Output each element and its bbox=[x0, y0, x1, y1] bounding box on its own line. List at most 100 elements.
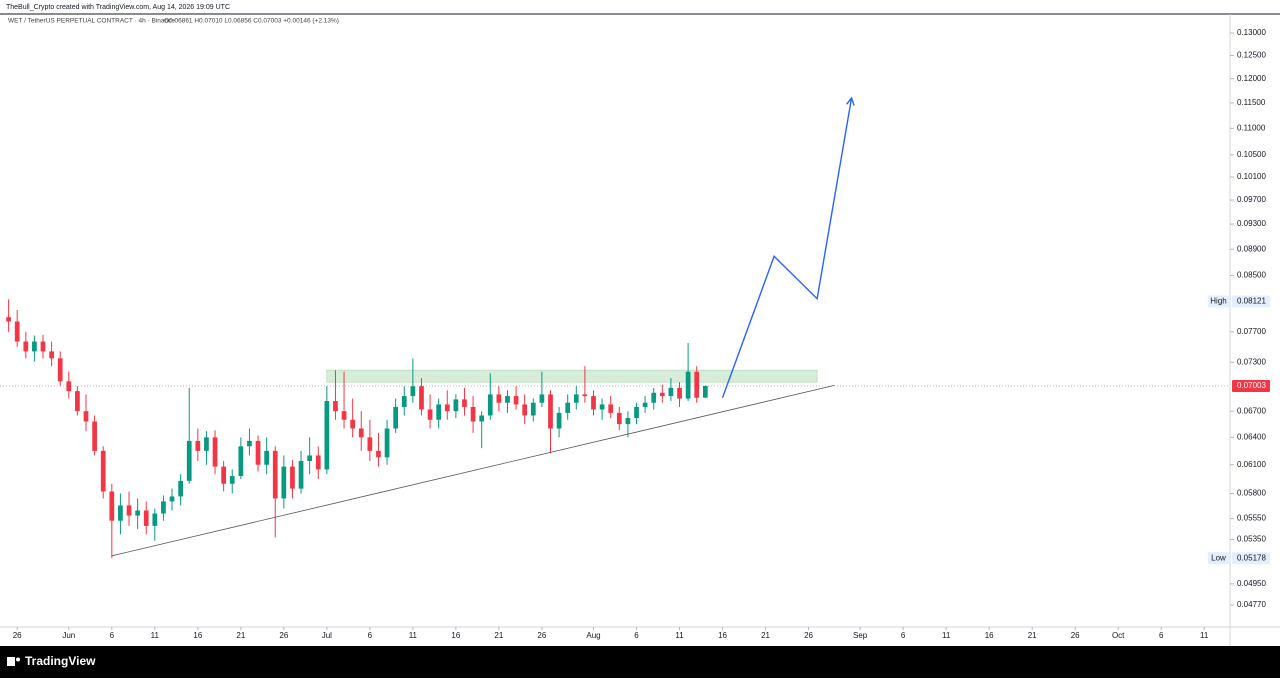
x-tick-label: Jul bbox=[322, 631, 332, 640]
candle bbox=[23, 331, 29, 359]
price-marker-value: 0.08121 bbox=[1237, 297, 1266, 306]
candle-body bbox=[333, 401, 338, 412]
x-tick-label: 21 bbox=[236, 631, 245, 640]
candle bbox=[238, 437, 244, 479]
candle bbox=[75, 386, 80, 416]
candle bbox=[229, 469, 235, 494]
candle bbox=[401, 386, 407, 416]
candle-body bbox=[685, 371, 691, 399]
candle-body bbox=[83, 411, 89, 422]
candle bbox=[599, 398, 605, 420]
y-tick-label: 0.08500 bbox=[1237, 271, 1266, 280]
candle-body bbox=[40, 341, 46, 352]
projection-arrowhead bbox=[846, 96, 855, 106]
candle-body bbox=[427, 409, 433, 420]
candle bbox=[505, 390, 510, 413]
candle-body bbox=[350, 419, 356, 429]
candle bbox=[350, 398, 356, 438]
candle-body bbox=[530, 402, 536, 416]
candle-body bbox=[238, 446, 244, 477]
candle-body bbox=[264, 450, 270, 465]
candle bbox=[135, 498, 140, 530]
candle-body bbox=[384, 428, 390, 458]
candle bbox=[702, 385, 708, 399]
candle-body bbox=[470, 406, 476, 422]
last-price-box bbox=[1232, 379, 1270, 392]
y-tick-label: 0.06100 bbox=[1237, 460, 1266, 469]
candle-body bbox=[582, 394, 588, 397]
candle-body bbox=[281, 466, 287, 499]
y-tick-label: 0.06400 bbox=[1237, 432, 1266, 441]
candle-body bbox=[539, 394, 545, 403]
price-marker-tag bbox=[1208, 295, 1229, 308]
x-tick-label: Jun bbox=[62, 631, 75, 640]
candle bbox=[487, 373, 493, 420]
x-tick-label: 26 bbox=[13, 631, 22, 640]
candle-body bbox=[677, 387, 682, 399]
candle-body bbox=[109, 491, 115, 521]
candle-body bbox=[548, 394, 553, 429]
x-tick-label: 6 bbox=[1159, 631, 1164, 640]
projection-path bbox=[721, 97, 853, 398]
x-tick-label: 6 bbox=[110, 631, 115, 640]
logo-mark bbox=[16, 657, 20, 662]
candle-body bbox=[702, 385, 708, 398]
price-marker-tag bbox=[1208, 552, 1229, 565]
candle bbox=[178, 474, 183, 506]
candle-body bbox=[255, 440, 261, 465]
candle bbox=[582, 366, 588, 403]
candle bbox=[591, 390, 596, 416]
y-tick-label: 0.09700 bbox=[1237, 195, 1266, 204]
candle bbox=[118, 493, 123, 535]
candle-body bbox=[178, 480, 183, 497]
candle-body bbox=[625, 418, 631, 425]
candle bbox=[247, 428, 252, 456]
candle-body bbox=[479, 415, 485, 422]
candle bbox=[530, 398, 536, 422]
candle-body bbox=[221, 466, 227, 484]
candle-body bbox=[6, 317, 11, 322]
ohlc-legend: O0.06861 H0.07010 L0.06856 C0.07003 +0.0… bbox=[164, 18, 339, 25]
x-tick-label: 16 bbox=[451, 631, 460, 640]
candle bbox=[453, 394, 459, 419]
candle-body bbox=[212, 437, 218, 467]
candle bbox=[393, 398, 399, 433]
brand: TradingView bbox=[25, 654, 96, 668]
candle-body bbox=[307, 455, 313, 461]
candle-body bbox=[32, 341, 37, 352]
candle bbox=[100, 446, 106, 499]
candle-body bbox=[573, 394, 579, 403]
candle-body bbox=[642, 402, 648, 407]
candle-body bbox=[186, 440, 192, 481]
candle-body bbox=[659, 392, 665, 397]
candle bbox=[616, 406, 622, 431]
candle-body bbox=[298, 460, 304, 489]
candle-body bbox=[169, 496, 175, 502]
candle-body bbox=[376, 450, 381, 458]
candle bbox=[677, 382, 682, 407]
candle bbox=[109, 483, 115, 559]
candle bbox=[152, 508, 158, 541]
x-tick-label: 11 bbox=[675, 631, 684, 640]
candle-body bbox=[591, 396, 596, 410]
candle-body bbox=[75, 391, 80, 412]
candle-body bbox=[393, 406, 399, 429]
candle-body bbox=[367, 437, 373, 451]
candle-body bbox=[135, 510, 140, 516]
candle-body bbox=[444, 404, 450, 412]
y-tick-label: 0.07700 bbox=[1237, 327, 1266, 336]
x-tick-label: 16 bbox=[718, 631, 727, 640]
candle-body bbox=[436, 404, 442, 420]
candle-body bbox=[513, 396, 519, 405]
y-tick-label: 0.04770 bbox=[1237, 600, 1266, 609]
candle bbox=[651, 387, 657, 410]
candle bbox=[376, 432, 381, 467]
candle-body bbox=[505, 396, 510, 403]
x-tick-label: Sep bbox=[853, 631, 868, 640]
trendline bbox=[111, 384, 835, 557]
candle bbox=[32, 335, 37, 362]
candle bbox=[49, 341, 54, 367]
y-tick-label: 0.13000 bbox=[1237, 28, 1266, 37]
y-tick-label: 0.12500 bbox=[1237, 50, 1266, 59]
